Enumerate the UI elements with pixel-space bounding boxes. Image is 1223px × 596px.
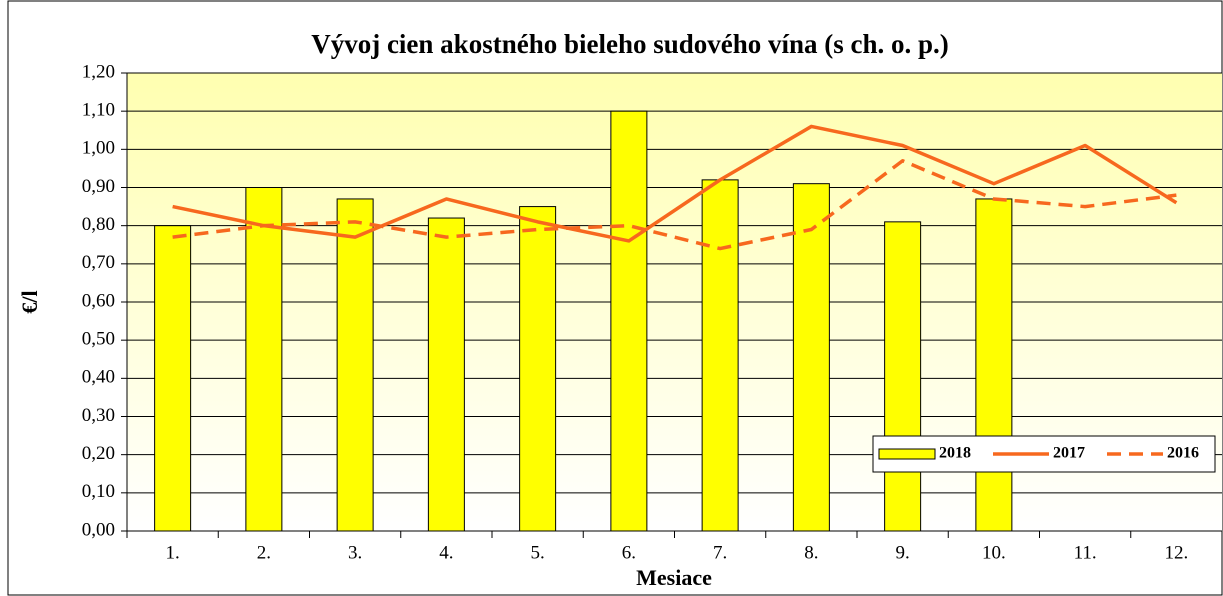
y-tick-label: 0,10 [82,481,115,502]
bar [701,179,739,532]
y-tick-label: 0,40 [82,367,115,388]
legend-label: 2016 [1167,445,1199,462]
y-tick-label: 0,20 [82,443,115,464]
chart-title: Vývoj cien akostného bieleho sudového ví… [311,29,949,59]
bar [154,225,192,532]
y-tick-label: 0,00 [82,519,115,540]
y-tick-label: 0,30 [82,405,115,426]
legend-swatch [878,448,936,460]
y-tick-label: 1,20 [82,61,115,82]
bar [519,206,557,532]
bar [245,187,283,532]
bar [336,198,374,532]
x-tick-label: 11. [1074,542,1097,563]
x-tick-label: 2. [257,542,271,563]
x-tick-label: 5. [531,542,545,563]
y-axis-label: €/l [17,290,42,313]
x-axis-label: Mesiace [636,565,712,590]
line [172,124,1178,243]
legend: 2018 2017 2016 [872,435,1216,473]
y-tick-label: 1,10 [82,100,115,121]
bar [610,110,648,532]
y-tick-label: 0,50 [82,329,115,350]
x-tick-label: 9. [896,542,910,563]
bar [427,217,465,532]
y-tick-label: 0,80 [82,214,115,235]
x-tick-label: 4. [439,542,453,563]
y-tick-label: 0,60 [82,290,115,311]
y-tick-label: 0,70 [82,252,115,273]
bar [975,198,1013,532]
legend-label: 2018 [939,445,971,462]
bar [884,221,922,532]
y-tick-label: 1,00 [82,138,115,159]
x-tick-label: 6. [622,542,636,563]
x-tick-label: 10. [982,542,1006,563]
x-tick-label: 12. [1165,542,1189,563]
x-tick-label: 3. [348,542,362,563]
bar [792,183,830,532]
legend-label: 2017 [1053,445,1085,462]
x-tick-label: 1. [166,542,180,563]
y-tick-label: 0,90 [82,176,115,197]
x-tick-label: 7. [713,542,727,563]
x-tick-label: 8. [804,542,818,563]
